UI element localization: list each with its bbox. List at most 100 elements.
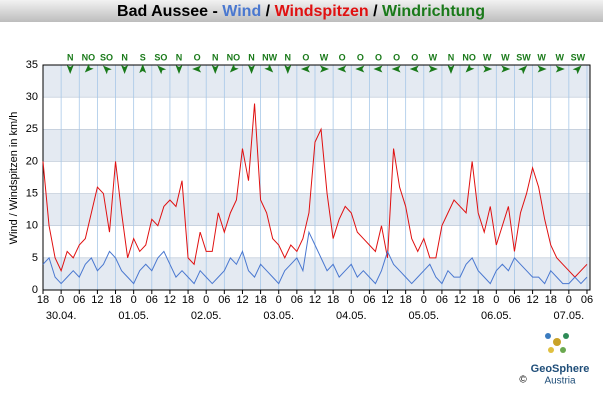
direction-arrow bbox=[248, 65, 256, 74]
x-tick-label: 0 bbox=[203, 294, 209, 306]
direction-label: NW bbox=[262, 52, 277, 62]
chart-title: Bad Aussee - Wind / Windspitzen / Windri… bbox=[117, 3, 485, 20]
title-separator: / bbox=[266, 3, 271, 20]
grid-band bbox=[43, 129, 590, 162]
x-tick-label: 18 bbox=[327, 294, 339, 306]
x-tick-label: 06 bbox=[291, 294, 303, 306]
title-bar bbox=[0, 0, 603, 22]
title-direction: Windrichtung bbox=[382, 3, 485, 20]
y-axis-label: Wind / Windspitzen in km/h bbox=[8, 112, 20, 245]
y-tick-label: 10 bbox=[26, 220, 38, 232]
x-tick-label: 12 bbox=[236, 294, 248, 306]
date-label: 06.05. bbox=[481, 310, 512, 322]
x-tick-label: 18 bbox=[182, 294, 194, 306]
date-label: 30.04. bbox=[46, 310, 77, 322]
direction-label: N bbox=[121, 52, 128, 62]
grid-band bbox=[43, 257, 590, 290]
direction-arrow bbox=[518, 65, 528, 75]
direction-label: N bbox=[176, 52, 183, 62]
title-separator: / bbox=[373, 3, 378, 20]
direction-arrow bbox=[175, 65, 183, 74]
direction-label: N bbox=[248, 52, 255, 62]
x-tick-label: 12 bbox=[454, 294, 466, 306]
x-tick-label: 06 bbox=[218, 294, 230, 306]
x-tick-label: 18 bbox=[545, 294, 557, 306]
x-tick-label: 18 bbox=[400, 294, 412, 306]
direction-label: W bbox=[556, 52, 565, 62]
x-tick-label: 06 bbox=[581, 294, 593, 306]
direction-label: W bbox=[320, 52, 329, 62]
line-series bbox=[42, 103, 588, 278]
direction-arrow bbox=[192, 65, 202, 73]
direction-label: W bbox=[483, 52, 492, 62]
direction-label: N bbox=[285, 52, 292, 62]
direction-arrow bbox=[409, 65, 419, 73]
direction-label: N bbox=[212, 52, 219, 62]
direction-arrow bbox=[391, 65, 401, 73]
direction-arrow bbox=[66, 65, 74, 74]
direction-label: S bbox=[140, 52, 146, 62]
x-tick-label: 18 bbox=[254, 294, 266, 306]
direction-arrow bbox=[121, 65, 129, 74]
direction-arrow bbox=[102, 65, 112, 75]
direction-label: SO bbox=[100, 52, 113, 62]
direction-label: O bbox=[194, 52, 201, 62]
date-label: 07.05. bbox=[554, 310, 585, 322]
x-tick-label: 0 bbox=[58, 294, 64, 306]
x-tick-label: 0 bbox=[348, 294, 354, 306]
copyright: © bbox=[519, 375, 527, 386]
direction-arrow bbox=[320, 65, 330, 73]
direction-label: O bbox=[411, 52, 418, 62]
direction-arrow bbox=[300, 65, 310, 73]
direction-arrow bbox=[264, 63, 274, 73]
x-tick-label: 06 bbox=[436, 294, 448, 306]
direction-label: SW bbox=[571, 52, 586, 62]
x-tick-label: 18 bbox=[472, 294, 484, 306]
direction-label: NO bbox=[462, 52, 476, 62]
logo-name: GeoSphere bbox=[531, 363, 590, 375]
direction-label: O bbox=[393, 52, 400, 62]
direction-arrow bbox=[211, 65, 219, 74]
x-tick-label: 06 bbox=[508, 294, 520, 306]
x-tick-label: 18 bbox=[109, 294, 121, 306]
x-tick-label: 18 bbox=[37, 294, 49, 306]
direction-label: W bbox=[537, 52, 546, 62]
title-prefix: Bad Aussee - bbox=[117, 3, 218, 20]
x-tick-label: 0 bbox=[493, 294, 499, 306]
x-tick-label: 06 bbox=[363, 294, 375, 306]
direction-arrow bbox=[373, 65, 383, 73]
direction-arrow bbox=[84, 63, 94, 73]
x-tick-label: 12 bbox=[526, 294, 538, 306]
direction-label: NO bbox=[82, 52, 96, 62]
y-tick-label: 35 bbox=[26, 59, 38, 71]
y-tick-label: 0 bbox=[32, 284, 38, 296]
x-tick-label: 06 bbox=[73, 294, 85, 306]
direction-label: N bbox=[448, 52, 455, 62]
direction-arrow bbox=[355, 65, 365, 73]
x-tick-label: 12 bbox=[381, 294, 393, 306]
y-tick-label: 15 bbox=[26, 187, 38, 199]
direction-arrow bbox=[229, 63, 239, 73]
date-label: 01.05. bbox=[118, 310, 149, 322]
x-tick-label: 0 bbox=[131, 294, 137, 306]
y-tick-label: 25 bbox=[26, 123, 38, 135]
logo: GeoSphere Austria © bbox=[519, 333, 589, 387]
direction-label: W bbox=[429, 52, 438, 62]
direction-label: O bbox=[302, 52, 309, 62]
x-tick-label: 12 bbox=[309, 294, 321, 306]
plot-frame bbox=[42, 64, 591, 291]
direction-label: N bbox=[67, 52, 74, 62]
x-tick-label: 12 bbox=[164, 294, 176, 306]
date-label: 05.05. bbox=[408, 310, 439, 322]
date-label: 04.05. bbox=[336, 310, 367, 322]
direction-arrow bbox=[465, 63, 475, 73]
x-tick-label: 06 bbox=[146, 294, 158, 306]
direction-label: O bbox=[339, 52, 346, 62]
direction-label: NO bbox=[227, 52, 241, 62]
logo-sub: Austria bbox=[544, 376, 576, 387]
y-tick-label: 5 bbox=[32, 252, 38, 264]
title-gust: Windspitzen bbox=[275, 3, 369, 20]
direction-arrow bbox=[337, 65, 347, 73]
